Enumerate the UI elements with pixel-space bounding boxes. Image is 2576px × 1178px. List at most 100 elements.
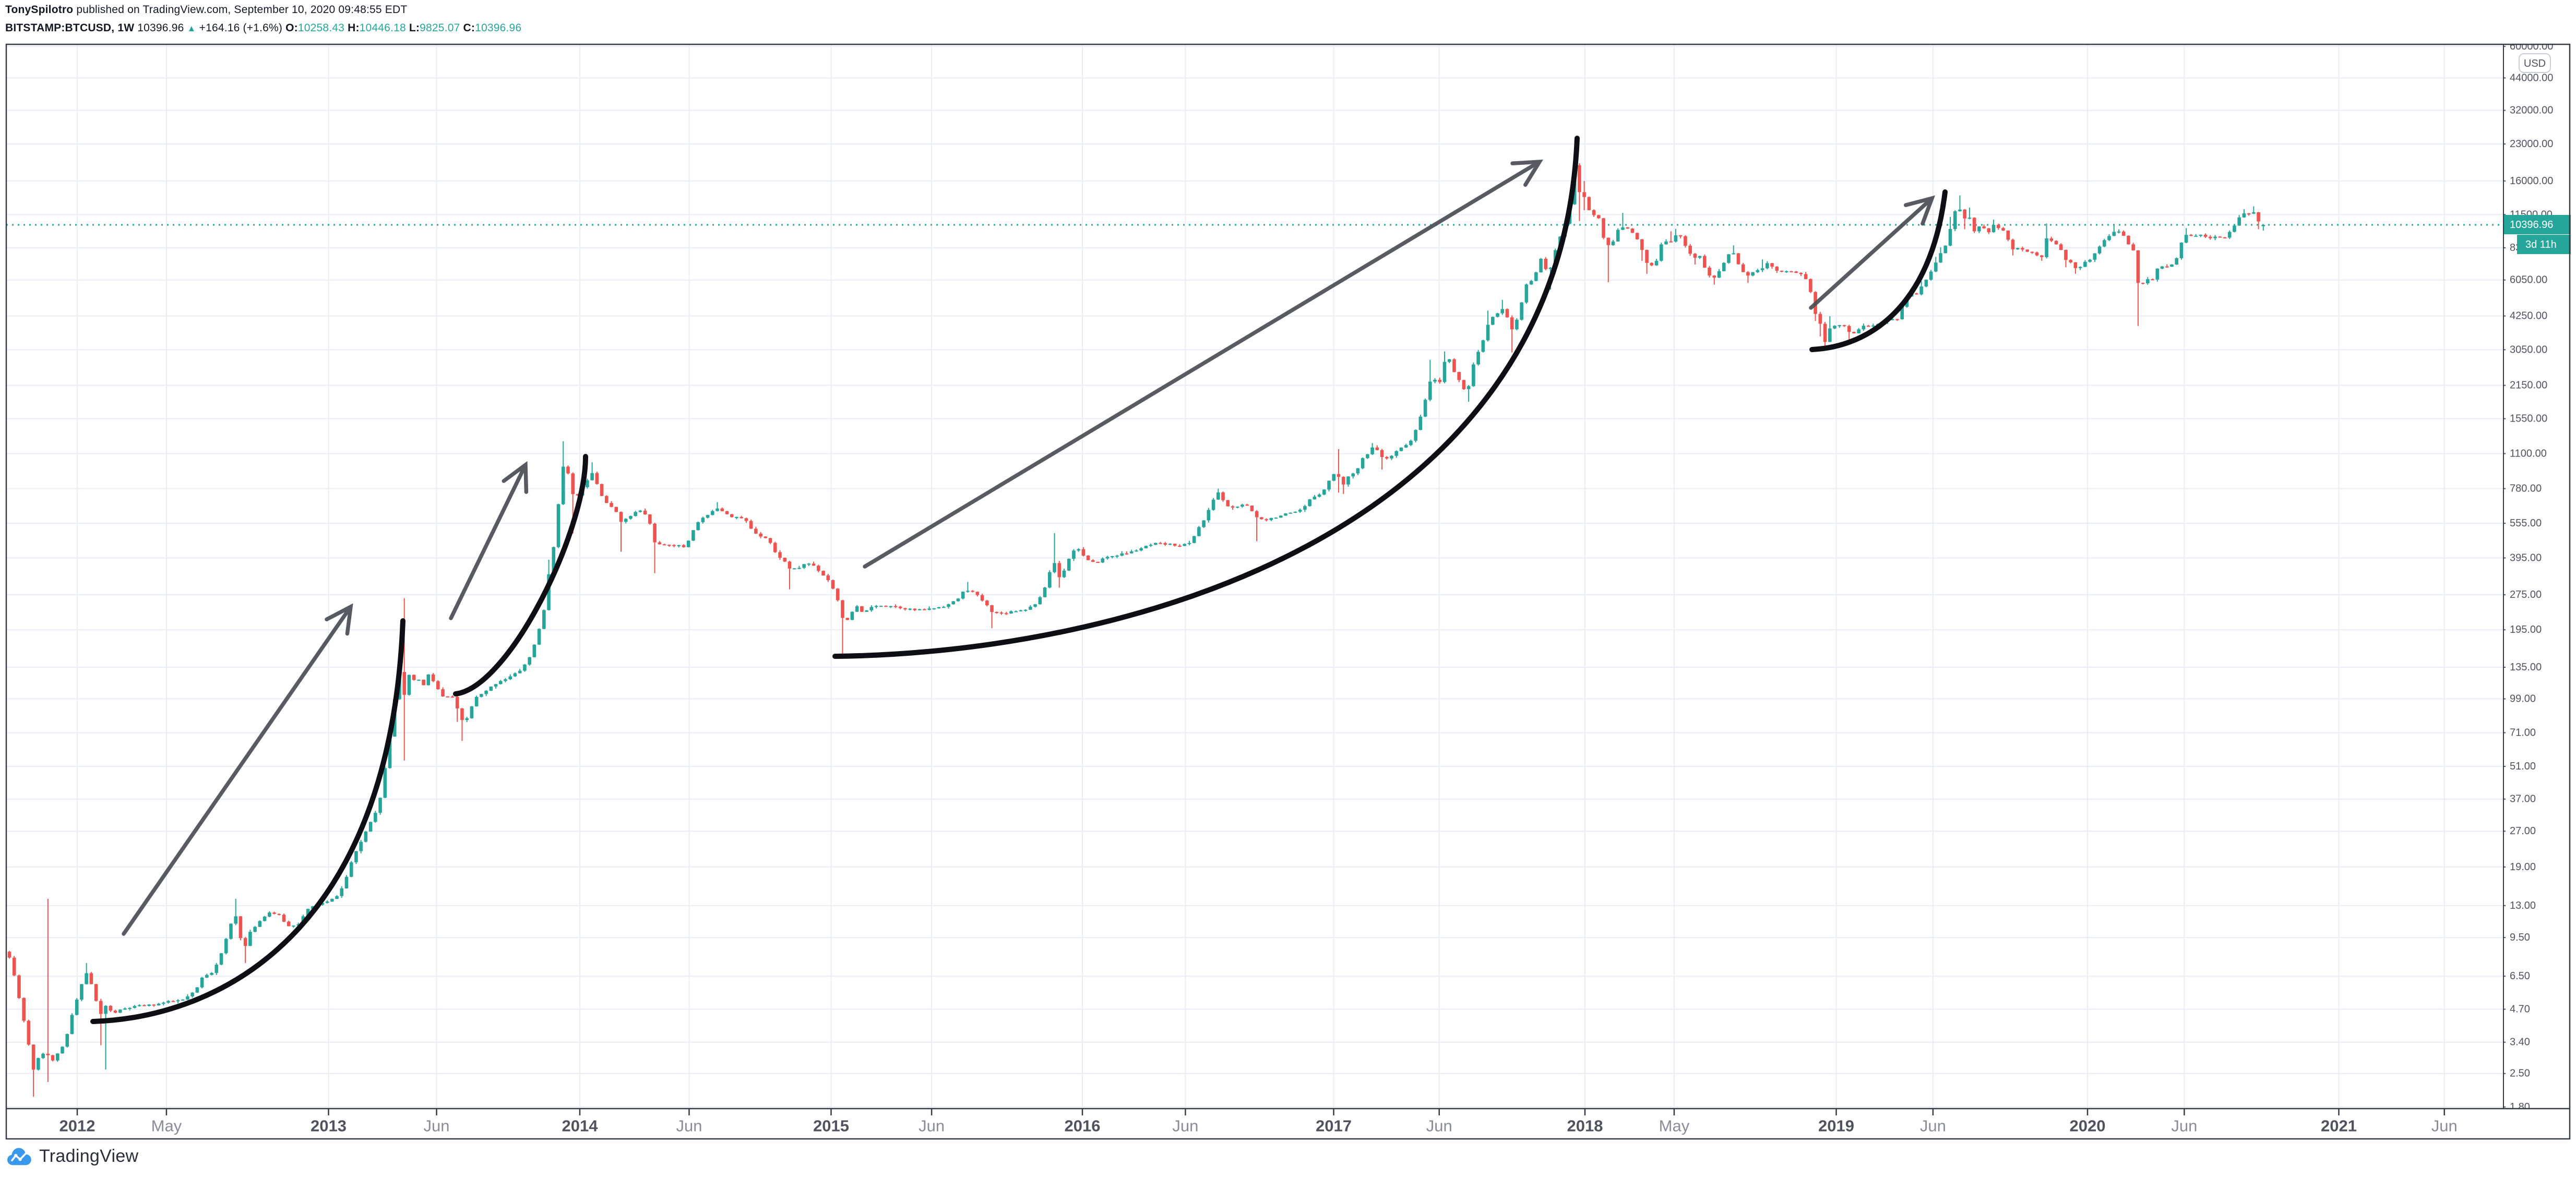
candle-body xyxy=(889,606,893,607)
candle-body xyxy=(2131,244,2135,250)
candle-up xyxy=(1399,447,1403,452)
candle-body xyxy=(205,975,209,978)
candle-body xyxy=(1298,510,1302,512)
candle-body xyxy=(1996,224,2000,229)
candle-up xyxy=(1072,549,1076,561)
candle-body xyxy=(229,923,233,939)
candle-up xyxy=(118,1009,122,1013)
candle-body xyxy=(740,516,743,519)
candle-up xyxy=(932,608,936,610)
candle-down xyxy=(1159,542,1162,544)
candle-up xyxy=(1120,551,1124,557)
candle-down xyxy=(460,707,464,741)
candle-body xyxy=(1081,549,1086,556)
candle-up xyxy=(528,657,531,666)
candle-body xyxy=(1481,340,1485,352)
candle-down xyxy=(2030,251,2034,254)
time-tick-year-label: 2013 xyxy=(311,1117,347,1135)
candle-body xyxy=(917,609,922,610)
candle-down xyxy=(1650,262,1654,267)
candle-down xyxy=(89,971,93,984)
candle-up xyxy=(1038,596,1042,605)
candle-down xyxy=(2247,213,2251,216)
candle-up xyxy=(219,953,223,966)
candle-up xyxy=(889,606,893,608)
candle-up xyxy=(629,515,633,520)
candle-body xyxy=(2227,232,2232,238)
candle-down xyxy=(1987,228,1991,234)
candle-body xyxy=(1722,262,1726,271)
candle-up xyxy=(258,920,262,928)
candle-down xyxy=(1780,270,1784,272)
candle-up xyxy=(1756,269,1760,273)
candle-body xyxy=(2016,248,2020,249)
candle-body xyxy=(109,1005,113,1011)
candle-body xyxy=(841,600,844,618)
candle-down xyxy=(282,913,286,922)
candle-up xyxy=(133,1005,137,1009)
candle-body xyxy=(1490,317,1495,325)
candle-body xyxy=(1202,520,1206,527)
candle-body xyxy=(2025,249,2029,252)
candle-body xyxy=(1423,400,1427,417)
candle-body xyxy=(1067,559,1071,571)
candle-down xyxy=(1081,547,1086,557)
candle-down xyxy=(2203,233,2208,238)
candle-body xyxy=(956,598,960,602)
candle-down xyxy=(831,579,835,590)
candle-body xyxy=(378,798,382,813)
candle-up xyxy=(104,1005,108,1070)
candle-up xyxy=(176,999,180,1004)
candle-body xyxy=(1866,326,1870,327)
candle-body xyxy=(792,568,796,570)
candle-down xyxy=(1693,253,1697,265)
candle-body xyxy=(2175,258,2179,265)
candle-up xyxy=(1202,520,1206,528)
candle-body xyxy=(1351,473,1355,477)
candle-body xyxy=(595,473,599,484)
candle-up xyxy=(1698,256,1702,259)
candle-down xyxy=(672,544,676,547)
candle-up xyxy=(147,1004,151,1007)
candle-down xyxy=(1606,237,1611,282)
candle-up xyxy=(691,530,695,542)
candle-up xyxy=(474,695,479,707)
candle-down xyxy=(1582,181,1586,211)
candle-body xyxy=(2136,250,2140,283)
candle-body xyxy=(1053,563,1056,572)
candle-up xyxy=(1289,512,1293,514)
candle-up xyxy=(1524,283,1529,304)
candle-body xyxy=(2112,232,2116,236)
candle-body xyxy=(1804,274,1808,279)
candle-down xyxy=(412,674,416,681)
candle-up xyxy=(123,1007,127,1010)
candle-down xyxy=(1996,223,2000,230)
candle-up xyxy=(1520,302,1523,321)
candle-up xyxy=(850,611,854,620)
candle-body xyxy=(41,1053,45,1059)
candle-body xyxy=(797,568,801,569)
last-price-badge-label: 10396.96 xyxy=(2510,219,2553,231)
candle-body xyxy=(1741,264,1745,272)
candle-down xyxy=(455,695,459,722)
candle-up xyxy=(2184,228,2188,244)
candle-body xyxy=(951,601,956,605)
candle-up xyxy=(1500,299,1505,315)
candle-body xyxy=(999,612,1004,614)
candle-body xyxy=(1727,254,1731,263)
candle-up xyxy=(349,861,353,878)
candle-down xyxy=(1245,503,1249,506)
currency-badge: USD xyxy=(2519,53,2551,73)
candle-up xyxy=(335,895,339,899)
candle-up xyxy=(128,1007,132,1011)
candle-body xyxy=(850,611,854,620)
candle-body xyxy=(2179,243,2184,258)
price-tick-label: 3050.00 xyxy=(2510,344,2547,355)
candle-body xyxy=(1178,545,1182,547)
candle-down xyxy=(995,611,999,614)
candle-body xyxy=(104,1005,108,1014)
candle-body xyxy=(258,921,262,927)
candle-body xyxy=(566,466,570,474)
candle-body xyxy=(1173,544,1177,546)
tradingview-attribution[interactable]: TradingView xyxy=(7,1146,138,1167)
